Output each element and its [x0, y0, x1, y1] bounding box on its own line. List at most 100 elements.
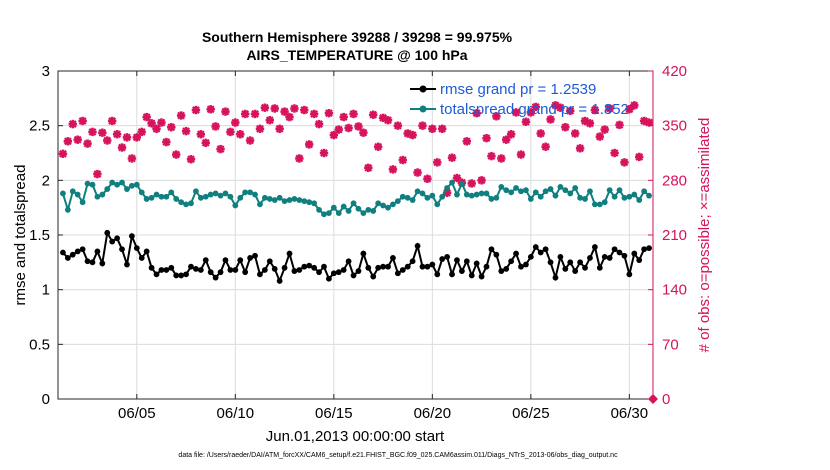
obs-point — [600, 125, 609, 134]
obs-point — [305, 140, 314, 149]
obs-point — [531, 102, 540, 112]
totalspread-series-point — [193, 188, 199, 195]
obs-point-stroke — [443, 188, 452, 197]
obs-point — [300, 105, 309, 115]
rmse-series-point — [237, 257, 244, 264]
legend-rmse-marker — [419, 85, 427, 93]
rmse-series-point — [79, 246, 86, 253]
obs-point — [142, 112, 151, 122]
obs-point — [157, 118, 166, 127]
rmse-series-point — [252, 252, 258, 259]
obs-point-stroke — [492, 112, 501, 121]
rmse-series-point — [340, 267, 347, 273]
totalspread-series-point — [114, 181, 121, 188]
rmse-series-point — [109, 238, 116, 245]
obs-point — [359, 128, 368, 137]
obs-point — [610, 148, 619, 158]
obs-point — [344, 123, 353, 133]
obs-point — [275, 124, 284, 133]
totalspread-series-point — [601, 199, 608, 206]
x-tick-label: 06/30 — [611, 405, 649, 422]
obs-point-stroke — [201, 138, 210, 147]
obs-point-stroke — [423, 174, 432, 183]
totalspread-series-point — [207, 191, 214, 198]
rmse-series-point — [257, 271, 263, 278]
totalspread-series-point — [261, 194, 268, 201]
obs-point-stroke — [566, 106, 575, 115]
rmse-series-point — [212, 274, 219, 281]
rmse-series-point — [173, 272, 180, 279]
obs-point-stroke — [167, 123, 176, 132]
rmse-series-point — [523, 261, 529, 268]
totalspread-series-point — [537, 193, 544, 200]
rmse-series-point — [138, 255, 145, 261]
rmse-series-point — [631, 250, 638, 257]
rmse-series-point — [188, 263, 194, 270]
obs-point — [181, 126, 191, 136]
rmse-series-point — [227, 267, 234, 273]
obs-point-stroke — [497, 154, 506, 163]
rmse-series-point — [424, 263, 431, 270]
obs-point-stroke — [177, 111, 186, 120]
obs-point — [472, 108, 481, 118]
rmse-series-point — [596, 264, 603, 271]
obs-point — [413, 168, 422, 177]
obs-point — [526, 108, 536, 117]
totalspread-series-point — [168, 189, 175, 196]
rmse-series-point — [409, 258, 416, 265]
obs-point-stroke — [127, 154, 136, 163]
totalspread-series-point — [286, 197, 293, 203]
obs-point-stroke — [605, 104, 614, 113]
obs-point-stroke — [103, 136, 112, 145]
rmse-series-point — [291, 268, 298, 274]
totalspread-series-point — [316, 206, 322, 213]
totalspread-series-point — [64, 206, 71, 213]
totalspread-series-point — [434, 201, 441, 208]
obs-point — [270, 104, 279, 113]
obs-point-stroke — [251, 110, 259, 118]
obs-point-stroke — [379, 113, 388, 122]
obs-point — [93, 169, 102, 179]
totalspread-series-point — [414, 188, 421, 195]
totalspread-series-point — [552, 192, 559, 199]
obs-point — [349, 109, 358, 119]
obs-point — [295, 154, 304, 163]
obs-point-stroke — [369, 110, 378, 119]
obs-point — [63, 137, 73, 146]
obs-point — [103, 136, 112, 145]
totalspread-series-point — [463, 191, 470, 198]
rmse-series-point — [641, 246, 648, 253]
obs-point — [482, 133, 491, 143]
rmse-series-point — [64, 255, 71, 261]
obs-point-stroke — [93, 170, 102, 179]
obs-point-stroke — [206, 105, 215, 114]
obs-point-stroke — [556, 103, 565, 112]
obs-point — [216, 144, 225, 154]
obs-point-stroke — [413, 168, 422, 177]
obs-point-stroke — [398, 156, 407, 164]
totalspread-series-point — [163, 193, 170, 200]
rmse-series-point — [119, 246, 125, 253]
obs-point-stroke — [536, 129, 545, 138]
obs-point-stroke — [83, 139, 92, 148]
obs-point-stroke — [389, 165, 397, 174]
totalspread-series-point — [449, 179, 455, 186]
obs-point — [117, 143, 127, 152]
obs-point — [511, 108, 521, 117]
totalspread-series-point — [626, 193, 633, 200]
totalspread-series-point — [79, 199, 86, 206]
totalspread-series-point — [197, 194, 204, 201]
obs-point-stroke — [113, 130, 122, 139]
x-tick-label: 06/15 — [315, 405, 353, 422]
obs-point — [373, 142, 383, 151]
obs-point — [575, 144, 585, 153]
obs-point-stroke — [236, 130, 245, 139]
obs-point — [107, 116, 117, 126]
rmse-series-point — [508, 258, 515, 265]
rmse-series-point — [247, 255, 253, 261]
totalspread-series-point — [148, 194, 155, 201]
obs-point — [388, 165, 398, 174]
rmse-series-point — [301, 263, 308, 270]
totalspread-series-point — [454, 191, 460, 198]
totalspread-series-point — [503, 187, 510, 194]
